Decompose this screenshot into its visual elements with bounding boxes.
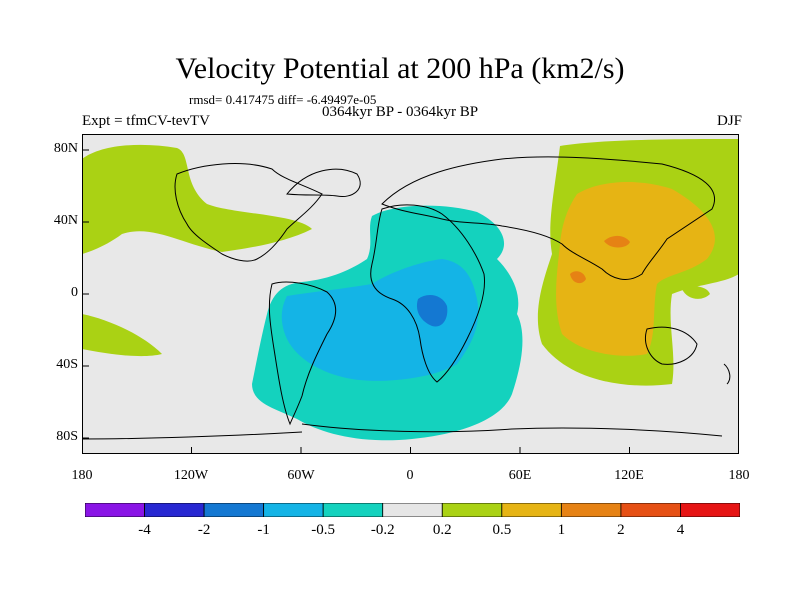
coastlines [82,156,731,440]
period-label: 0364kyr BP - 0364kyr BP [322,104,479,120]
positive-region-south-pacific [82,314,162,357]
y-tick-0: 0 [71,285,78,300]
positive-region-west-pacific [82,144,312,254]
moderate-positive-asia [556,182,715,356]
colorbar-swatch [263,503,324,517]
colorbar-label: 0.5 [492,522,512,538]
x-tick-60e: 60E [508,468,532,483]
x-tick-120w: 120W [173,468,209,483]
y-tick-80s: 80S [56,429,78,444]
colorbar [85,503,740,517]
colorbar-label: 1 [557,522,566,538]
strong-positive-maritime [570,271,586,284]
moderate-negative-atlantic [281,259,479,381]
stats-text: rmsd= 0.417475 diff= -6.49497e-05 [189,92,377,107]
colorbar-swatch [382,503,443,517]
colorbar-label: -4 [138,522,151,538]
y-tick-40s: 40S [56,357,78,372]
colorbar-label: 0.2 [432,522,452,538]
x-tick-0: 0 [406,468,414,483]
colorbar-swatch [501,503,562,517]
colorbar-swatch [322,503,384,517]
colorbar-swatch [441,503,503,517]
colorbar-swatch [680,503,740,517]
colorbar-label: 4 [676,522,685,538]
season-label: DJF [716,113,742,129]
positive-region-pacific-east [682,286,710,299]
colorbar-label: -0.2 [370,522,395,538]
y-tick-80n: 80N [53,141,78,156]
strong-positive-asia [604,235,630,248]
colorbar-label: -1 [257,522,270,538]
x-tick-180e: 180 [728,468,750,483]
y-tick-40n: 40N [53,213,78,228]
x-tick-60w: 60W [287,468,315,483]
strong-negative-africa [416,294,448,327]
chart-title: Velocity Potential at 200 hPa (km2/s) [175,52,625,85]
colorbar-label: -2 [197,522,211,538]
map [82,134,739,454]
tick-marks [82,149,630,454]
colorbar-label: -0.5 [311,522,336,538]
colorbar-swatch [144,503,205,517]
x-tick-180w: 180 [71,468,93,483]
colorbar-swatch [85,503,145,517]
colorbar-swatch [203,503,265,517]
colorbar-swatch [560,503,622,517]
experiment-label: Expt = tfmCV-tevTV [82,113,210,129]
colorbar-label: 2 [617,522,625,538]
x-tick-120e: 120E [614,468,644,483]
colorbar-swatch [620,503,681,517]
